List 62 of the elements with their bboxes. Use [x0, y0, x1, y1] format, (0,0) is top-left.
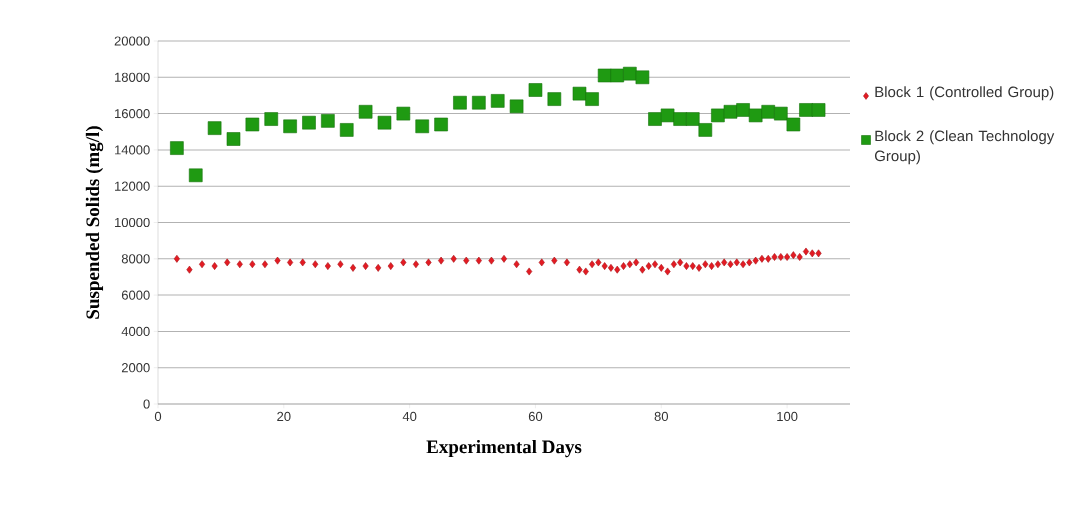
point [264, 112, 279, 126]
point [648, 112, 662, 126]
point [774, 106, 788, 121]
point [302, 115, 316, 130]
point [698, 123, 713, 137]
point [623, 66, 637, 81]
x-tick-label: 20 [277, 411, 291, 421]
point [528, 83, 543, 97]
y-tick-label: 6000 [121, 290, 150, 300]
point [170, 141, 184, 155]
point [799, 103, 813, 117]
point [490, 94, 505, 108]
y-tick-label: 2000 [121, 363, 150, 373]
point [339, 123, 354, 137]
point [761, 104, 776, 119]
point [396, 106, 411, 121]
point [610, 68, 625, 83]
x-tick-label: 100 [777, 411, 798, 421]
point [786, 117, 801, 132]
legend-label: Block 2 (Clean Technology Group) [874, 130, 1055, 165]
y-tick-label: 20000 [114, 36, 150, 46]
point [597, 68, 612, 83]
x-tick-label: 0 [154, 411, 162, 421]
y-tick-label: 10000 [115, 217, 150, 228]
y-tick-label: 14000 [115, 145, 150, 155]
x-axis-title: Experimental Days [426, 439, 582, 458]
point [547, 92, 562, 106]
point [660, 108, 675, 123]
point [585, 92, 599, 106]
point [283, 119, 297, 134]
y-tick-label: 8000 [121, 254, 150, 264]
legend-label: Block 1 (Controlled Group) [875, 86, 1054, 101]
y-tick-label: 12000 [115, 181, 150, 191]
point [321, 114, 335, 128]
x-tick-label: 60 [528, 411, 543, 421]
y-tick-label: 4000 [121, 326, 150, 336]
point [723, 104, 738, 119]
point [811, 103, 826, 117]
point [434, 117, 448, 132]
y-axis-title: Suspended Solids (mg/l) [85, 126, 104, 319]
y-tick-label: 0 [143, 399, 150, 409]
x-tick-label: 80 [654, 411, 669, 421]
point [188, 168, 203, 183]
point [736, 103, 750, 117]
point [685, 112, 700, 126]
point [358, 104, 373, 119]
y-tick-label: 16000 [115, 108, 150, 119]
point [635, 70, 650, 85]
point [673, 112, 687, 126]
point [245, 117, 260, 132]
x-tick-label: 40 [402, 411, 417, 421]
point [472, 95, 486, 110]
point [377, 115, 392, 130]
point [207, 121, 222, 135]
point [453, 95, 467, 110]
point [711, 108, 725, 123]
point [572, 86, 587, 101]
point [415, 119, 430, 134]
y-tick-label: 18000 [115, 72, 150, 82]
point [748, 108, 763, 123]
point [509, 99, 524, 114]
point [226, 132, 241, 146]
